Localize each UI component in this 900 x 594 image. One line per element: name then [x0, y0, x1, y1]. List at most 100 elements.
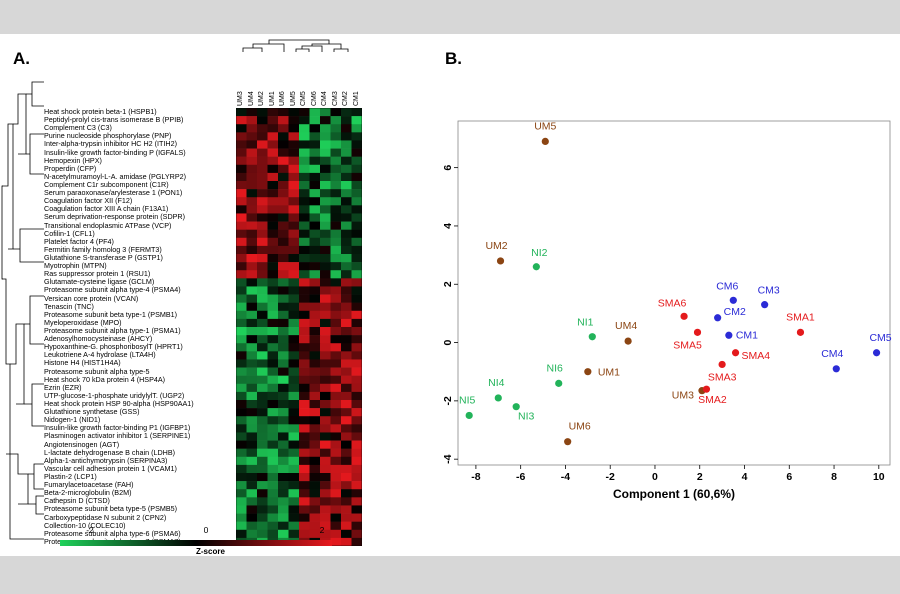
heatmap-cell — [341, 318, 352, 328]
heatmap-cell — [278, 513, 289, 522]
heatmap-cell — [257, 156, 268, 166]
heatmap-cell — [246, 343, 258, 352]
heatmap-cell — [267, 172, 279, 182]
heatmap-cell — [246, 367, 258, 376]
point-label: CM6 — [716, 280, 738, 292]
heatmap-cell — [351, 156, 362, 166]
heatmap-cell — [341, 164, 352, 174]
heatmap-cell — [267, 529, 279, 539]
panel-b-letter: B. — [445, 49, 462, 68]
heatmap-cell — [267, 302, 279, 312]
heatmap-cell — [320, 400, 331, 409]
heatmap-cell — [236, 229, 247, 239]
heatmap-cell — [299, 448, 310, 458]
gene-label: Hypoxanthine-G. phosphoribosylT (HPRT1) — [44, 342, 183, 352]
heatmap-cell — [320, 302, 331, 312]
gene-label: Collection-10 (COLEC10) — [44, 520, 126, 530]
gene-label: Platelet factor 4 (PF4) — [44, 236, 114, 246]
sample-label: UM6 — [279, 91, 286, 106]
heatmap-cell — [351, 294, 362, 303]
heatmap-cell — [341, 432, 352, 441]
heatmap-cell — [257, 416, 268, 425]
heatmap-cell — [278, 432, 289, 441]
gene-label: Ezrin (EZR) — [44, 382, 82, 392]
heatmap-cell — [257, 367, 268, 376]
heatmap-cell — [341, 351, 352, 360]
gene-label: Serum deprivation-response protein (SDPR… — [44, 212, 186, 222]
heatmap-cell — [351, 391, 362, 401]
point-label: NI6 — [547, 362, 564, 374]
point-label: SMA6 — [658, 297, 687, 309]
heatmap-cell — [278, 229, 289, 239]
heatmap-cell — [351, 124, 362, 133]
heatmap-cell — [320, 262, 331, 271]
gene-label: Versican core protein (VCAN) — [44, 293, 139, 303]
heatmap-cell — [267, 432, 279, 441]
heatmap-cell — [257, 310, 268, 320]
heatmap-cell — [236, 391, 247, 401]
heatmap-cell — [236, 278, 247, 287]
point-label: SMA3 — [708, 371, 737, 383]
heatmap-cell — [330, 335, 342, 344]
heatmap-cell — [309, 262, 321, 271]
heatmap-cell — [246, 302, 258, 312]
heatmap-cell — [257, 448, 268, 458]
heatmap-cell — [299, 391, 310, 401]
heatmap-cell — [246, 262, 258, 271]
heatmap-cell — [341, 172, 352, 182]
heatmap-cell — [246, 416, 258, 425]
x-tick-label: 0 — [652, 471, 658, 483]
heatmap-cell — [299, 213, 310, 222]
heatmap-cell — [236, 286, 247, 295]
heatmap-cell — [246, 375, 258, 385]
heatmap-cell — [351, 521, 362, 531]
heatmap-cell — [246, 335, 258, 344]
heatmap-cell — [267, 489, 279, 498]
heatmap-cell — [341, 408, 352, 417]
gene-label: Ras suppressor protein 1 (RSU1) — [44, 269, 151, 279]
x-tick-label: 6 — [786, 471, 792, 483]
data-point-ni2 — [532, 263, 540, 271]
heatmap-cell — [309, 367, 321, 376]
heatmap-cell — [330, 156, 342, 166]
heatmap-cell — [309, 124, 321, 133]
heatmap-cell — [246, 408, 258, 417]
heatmap-cell — [267, 237, 279, 247]
data-point-um2 — [496, 257, 505, 265]
heatmap-cell — [330, 537, 342, 546]
heatmap-cell — [278, 181, 289, 190]
heatmap-cell — [330, 473, 342, 482]
y-tick-label: 4 — [442, 223, 454, 229]
heatmap-cell — [236, 359, 247, 368]
gene-label: L-lactate dehydrogenase B chain (LDHB) — [44, 447, 176, 457]
heatmap-cell — [309, 351, 321, 360]
heatmap-cell — [267, 181, 279, 190]
heatmap-cell — [351, 424, 362, 433]
heatmap-cell — [246, 294, 258, 303]
heatmap-cell — [341, 489, 352, 498]
heatmap-cell — [309, 132, 321, 141]
heatmap-cell — [299, 424, 310, 433]
heatmap-cell — [299, 197, 310, 206]
heatmap-cell — [257, 432, 268, 441]
heatmap-cell — [236, 416, 247, 425]
heatmap-cell — [257, 424, 268, 433]
heatmap-cell — [351, 489, 362, 498]
plot-frame — [457, 120, 891, 466]
heatmap-cell — [299, 529, 310, 539]
heatmap-cell — [351, 408, 362, 417]
heatmap-cell — [236, 189, 247, 198]
heatmap-cell — [330, 229, 342, 239]
heatmap-cell — [288, 237, 300, 247]
heatmap-cell — [299, 497, 310, 506]
heatmap-cell — [341, 424, 352, 433]
gene-label: Proteasome subunit alpha type-6 (PSMA6) — [44, 528, 181, 538]
heatmap-cell — [351, 213, 362, 222]
heatmap-cell — [351, 448, 362, 458]
heatmap-cell — [341, 359, 352, 368]
heatmap-cell — [267, 367, 279, 376]
gene-label: Plasminogen activator inhibitor 1 (SERPI… — [44, 431, 191, 441]
heatmap-cell — [288, 400, 300, 409]
heatmap-cell — [288, 505, 300, 514]
heatmap-cell — [278, 237, 289, 247]
